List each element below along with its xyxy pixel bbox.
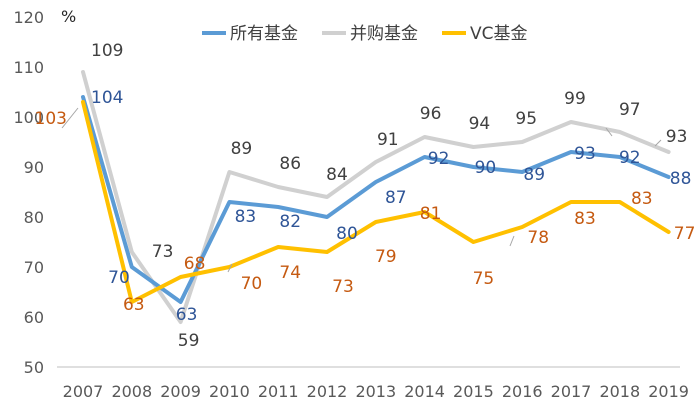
data-label: 92	[619, 148, 641, 168]
data-label: 68	[184, 254, 206, 274]
legend-label: 所有基金	[230, 24, 298, 44]
data-label: 70	[241, 274, 263, 294]
label-leader-line	[605, 127, 613, 137]
y-unit-label: %	[61, 7, 76, 26]
data-label: 84	[326, 165, 348, 185]
x-tick-label: 2013	[355, 382, 396, 401]
x-axis-ticks: 2007 2008 2009 2010 2011 2012 2013 2014 2015 2016…	[63, 382, 689, 401]
data-label: 92	[428, 149, 450, 169]
y-tick-label: 70	[24, 258, 44, 277]
x-tick-label: 2007	[63, 382, 104, 401]
data-label: 94	[469, 114, 491, 134]
data-label: 63	[176, 305, 198, 325]
data-label: 97	[619, 100, 641, 120]
data-label: 89	[231, 139, 253, 159]
y-tick-label: 80	[24, 208, 44, 227]
series-line	[81, 95, 671, 304]
y-tick-label: 90	[24, 158, 44, 177]
data-label: 80	[336, 224, 358, 244]
y-tick-label: 100	[13, 108, 44, 127]
label-leader-line	[61, 107, 79, 129]
data-label: 104	[91, 88, 123, 108]
data-label: 89	[523, 165, 545, 185]
data-label: 95	[515, 109, 537, 129]
data-label: 78	[527, 228, 549, 248]
data-label: 86	[279, 154, 301, 174]
x-tick-label: 2014	[404, 382, 445, 401]
data-label: 82	[279, 212, 301, 232]
label-leader-line	[509, 235, 515, 247]
label-leader-lines	[61, 107, 662, 273]
x-tick-label: 2011	[258, 382, 299, 401]
y-tick-label: 110	[13, 58, 44, 77]
data-label: 103	[35, 109, 67, 129]
data-label: 96	[420, 104, 442, 124]
data-label: 81	[420, 204, 442, 224]
data-label: 90	[475, 158, 497, 178]
data-label: 91	[377, 130, 399, 150]
x-tick-label: 2012	[307, 382, 348, 401]
x-tick-label: 2015	[453, 382, 494, 401]
data-label: 83	[631, 189, 653, 209]
y-tick-label: 60	[24, 308, 44, 327]
y-tick-label: 50	[24, 358, 44, 377]
x-tick-label: 2017	[551, 382, 592, 401]
data-label: 83	[574, 209, 596, 229]
legend-label: VC基金	[470, 24, 528, 44]
legend-label: 并购基金	[350, 24, 418, 44]
x-tick-label: 2018	[599, 382, 640, 401]
data-label: 70	[108, 268, 130, 288]
data-label: 87	[385, 188, 407, 208]
data-label: 73	[152, 242, 174, 262]
series-line	[81, 100, 671, 304]
x-tick-label: 2016	[502, 382, 543, 401]
label-leader-line	[227, 263, 233, 273]
data-label: 59	[178, 331, 200, 351]
x-tick-label: 2009	[160, 382, 201, 401]
data-label: 63	[123, 295, 145, 315]
x-tick-label: 2008	[111, 382, 152, 401]
series-line	[81, 70, 671, 324]
data-label: 75	[473, 269, 495, 289]
data-label: 99	[564, 89, 586, 109]
data-label: 83	[235, 207, 257, 227]
x-tick-label: 2010	[209, 382, 250, 401]
series-lines	[81, 70, 671, 324]
data-label: 74	[279, 263, 301, 283]
label-leader-line	[654, 139, 662, 147]
y-tick-label: 120	[13, 8, 44, 27]
data-label: 93	[666, 127, 688, 147]
data-label: 109	[91, 41, 123, 61]
data-label: 88	[670, 169, 692, 189]
legend: 所有基金 并购基金 VC基金	[202, 24, 528, 44]
data-label: 73	[332, 277, 354, 297]
data-label: 77	[674, 224, 696, 244]
data-labels: 104 70 63 83 82 80 87 92 90 89 93 92 88 109 73 59 89 86 84…	[35, 41, 696, 351]
y-axis-ticks: 50 60 70 80 90 100 110 120	[13, 8, 44, 377]
data-label: 93	[574, 144, 596, 164]
data-label: 79	[375, 247, 397, 267]
x-tick-label: 2019	[648, 382, 689, 401]
